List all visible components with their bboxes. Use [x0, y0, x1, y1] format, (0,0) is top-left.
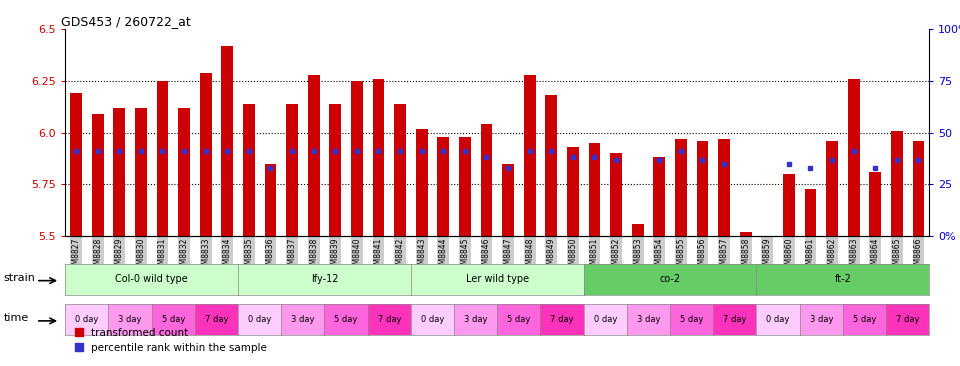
Text: 5 day: 5 day [852, 315, 876, 324]
Bar [481, 124, 492, 236]
Bar [329, 104, 341, 236]
Bar [135, 108, 147, 236]
Text: co-2: co-2 [660, 274, 681, 284]
Text: 7 day: 7 day [550, 315, 574, 324]
Bar [783, 174, 795, 236]
Bar [502, 164, 514, 236]
Text: 5 day: 5 day [680, 315, 704, 324]
Text: 7 day: 7 day [723, 315, 747, 324]
Text: 0 day: 0 day [593, 315, 617, 324]
Bar [632, 224, 643, 236]
Bar [848, 79, 859, 236]
Bar [243, 104, 254, 236]
Text: 3 day: 3 day [118, 315, 142, 324]
Bar [870, 172, 881, 236]
Text: 7 day: 7 day [377, 315, 401, 324]
Bar [827, 141, 838, 236]
Text: GDS453 / 260722_at: GDS453 / 260722_at [61, 15, 191, 28]
Text: ft-2: ft-2 [834, 274, 852, 284]
Bar [611, 153, 622, 236]
Text: strain: strain [3, 273, 36, 283]
Text: 7 day: 7 day [204, 315, 228, 324]
Bar [70, 93, 82, 236]
Bar [891, 131, 902, 236]
Bar [286, 104, 298, 236]
Bar [459, 137, 470, 236]
Bar [438, 137, 449, 236]
Text: 0 day: 0 day [766, 315, 790, 324]
Text: time: time [3, 313, 29, 323]
Text: 0 day: 0 day [75, 315, 99, 324]
Bar [372, 79, 384, 236]
Bar [740, 232, 752, 236]
Bar [113, 108, 125, 236]
Bar [156, 81, 168, 236]
Bar [200, 73, 211, 236]
Text: 3 day: 3 day [636, 315, 660, 324]
Text: 3 day: 3 day [291, 315, 315, 324]
Text: 3 day: 3 day [809, 315, 833, 324]
Bar [179, 108, 190, 236]
Text: 5 day: 5 day [161, 315, 185, 324]
Bar [416, 128, 427, 236]
Bar [675, 139, 686, 236]
Bar [351, 81, 363, 236]
Bar [308, 75, 320, 236]
Bar [265, 164, 276, 236]
Legend: transformed count, percentile rank within the sample: transformed count, percentile rank withi… [70, 324, 272, 357]
Text: Ler wild type: Ler wild type [466, 274, 529, 284]
Bar [92, 114, 104, 236]
Bar [588, 143, 600, 236]
Text: 5 day: 5 day [507, 315, 531, 324]
Bar [718, 139, 730, 236]
Text: 5 day: 5 day [334, 315, 358, 324]
Bar [545, 96, 557, 236]
Bar [804, 188, 816, 236]
Text: lfy-12: lfy-12 [311, 274, 338, 284]
Bar [524, 75, 536, 236]
Bar [913, 141, 924, 236]
Bar [395, 104, 406, 236]
Bar [567, 147, 579, 236]
Text: 0 day: 0 day [420, 315, 444, 324]
Text: 3 day: 3 day [464, 315, 488, 324]
Bar [654, 157, 665, 236]
Bar [697, 141, 708, 236]
Text: 7 day: 7 day [896, 315, 920, 324]
Text: 0 day: 0 day [248, 315, 272, 324]
Text: Col-0 wild type: Col-0 wild type [115, 274, 188, 284]
Bar [222, 46, 233, 236]
